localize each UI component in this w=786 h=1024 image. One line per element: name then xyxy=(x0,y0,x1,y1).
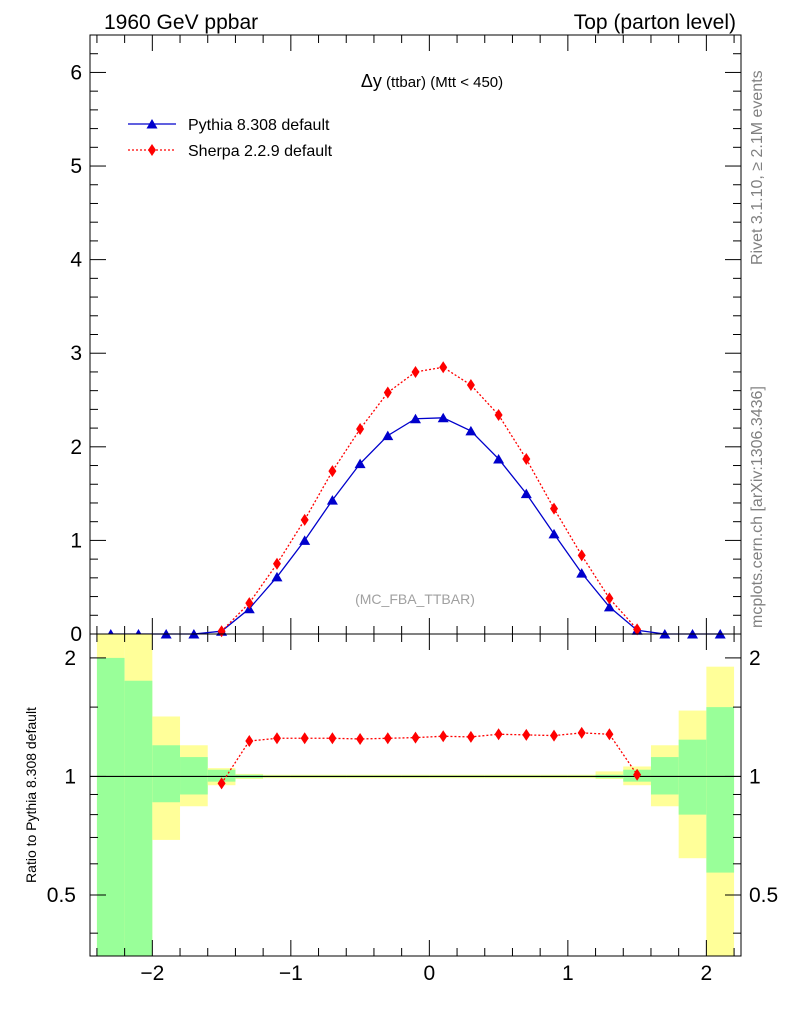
main-y-tick-label: 3 xyxy=(70,342,82,365)
pythia-point xyxy=(410,413,421,424)
sherpa-point xyxy=(272,557,281,570)
pythia-point xyxy=(493,453,505,464)
ratio-band-inner xyxy=(650,757,679,795)
ratio-uncertainty-bands xyxy=(96,634,735,956)
ratio-x-tick-label: −1 xyxy=(279,962,303,985)
rivet-label: Rivet 3.1.10, ≥ 2.1M events xyxy=(749,70,766,265)
sherpa-point xyxy=(577,549,586,562)
ratio-y-tick-label-right: 2 xyxy=(749,647,761,670)
ratio-x-tick-label: −2 xyxy=(140,962,164,985)
sherpa-point xyxy=(383,386,392,399)
sherpa-point xyxy=(633,623,642,636)
ratio-sherpa-point xyxy=(383,732,392,745)
main-y-tick-label: 6 xyxy=(70,61,82,84)
ratio-y-tick-label-left: 2 xyxy=(64,647,76,670)
ratio-band-inner xyxy=(96,657,125,956)
main-y-tick-label: 4 xyxy=(70,249,82,272)
sherpa-point xyxy=(300,513,309,526)
mcplots-label: mcplots.cern.ch [arXiv:1306.3436] xyxy=(749,386,766,628)
sherpa-point xyxy=(439,361,448,374)
sherpa-point xyxy=(522,452,531,465)
sherpa-point xyxy=(356,423,365,436)
sherpa-line xyxy=(221,366,638,632)
main-series-layer xyxy=(105,361,726,639)
pythia-point xyxy=(382,430,394,441)
ratio-band-inner xyxy=(678,739,707,815)
ratio-band-inner xyxy=(124,680,153,956)
plot-title: Δy (ttbar) (Mtt < 450) xyxy=(361,71,503,91)
ratio-x-tick-label: 1 xyxy=(562,962,574,985)
ratio-y-ticks: 0.5 0.5 1 1 2 2 xyxy=(47,647,778,934)
ratio-y-tick-label-right: 1 xyxy=(749,765,761,788)
ratio-sherpa-point xyxy=(633,768,642,781)
ratio-series-layer xyxy=(217,726,642,790)
ratio-band-inner xyxy=(706,707,735,873)
ratio-y-axis-label: Ratio to Pythia 8.308 default xyxy=(23,707,39,883)
sherpa-point xyxy=(328,465,337,478)
pythia-point xyxy=(299,535,311,545)
legend-sherpa-marker xyxy=(148,144,156,156)
header-left: 1960 GeV ppbar xyxy=(104,11,258,34)
main-x-ticks xyxy=(96,35,735,634)
ratio-y-tick-label-left: 1 xyxy=(64,765,76,788)
ratio-sherpa-point xyxy=(300,732,309,745)
pythia-point xyxy=(576,568,588,578)
ratio-sherpa-point xyxy=(439,730,448,743)
ratio-band-inner xyxy=(180,757,208,795)
ratio-sherpa-point xyxy=(494,728,503,741)
ratio-plot-panel: 0.5 0.5 1 1 2 2 −2 −1 0 1 2 Ratio to Pythia 8.308… xyxy=(23,633,778,985)
ratio-plot-frame xyxy=(89,633,742,957)
ratio-sherpa-point xyxy=(522,728,531,741)
pythia-point xyxy=(437,412,449,423)
main-y-tick-label: 0 xyxy=(70,623,82,646)
ratio-sherpa-point xyxy=(550,729,559,742)
sherpa-point xyxy=(411,365,420,378)
main-y-ticks: 0 1 2 3 4 5 6 xyxy=(70,34,741,646)
main-plot-panel: 0 1 2 3 4 5 6 Δy (ttbar) (Mtt < 450) (MC_FBA_T… xyxy=(70,34,742,646)
ratio-sherpa-line xyxy=(221,732,638,784)
ratio-sherpa-point xyxy=(328,732,337,745)
title-rest: (ttbar) (Mtt < 450) xyxy=(382,74,503,91)
pythia-point xyxy=(548,528,560,539)
title-symbol: Δy xyxy=(361,71,382,91)
legend-sherpa-label: Sherpa 2.2.9 default xyxy=(188,143,333,160)
legend: Pythia 8.308 default Sherpa 2.2.9 defaul… xyxy=(128,117,333,160)
pythia-point xyxy=(465,425,477,436)
ratio-y-tick-label-left: 0.5 xyxy=(47,884,76,907)
ratio-band-inner xyxy=(207,769,236,782)
ratio-sherpa-point xyxy=(577,726,586,739)
pythia-point xyxy=(354,458,366,469)
ratio-sherpa-point xyxy=(466,730,475,743)
pythia-point xyxy=(603,601,615,612)
ratio-sherpa-point xyxy=(245,735,254,748)
main-y-tick-label: 2 xyxy=(70,436,82,459)
pythia-point xyxy=(271,571,283,582)
sherpa-point xyxy=(494,408,503,421)
pythia-point xyxy=(520,488,532,499)
ratio-sherpa-point xyxy=(272,732,281,745)
analysis-watermark: (MC_FBA_TTBAR) xyxy=(355,591,475,607)
ratio-sherpa-point xyxy=(605,728,614,741)
main-y-tick-label: 5 xyxy=(70,155,82,178)
main-y-tick-label: 1 xyxy=(70,529,82,552)
ratio-y-tick-label-right: 0.5 xyxy=(749,884,778,907)
sherpa-point xyxy=(245,597,254,610)
ratio-x-ticks: −2 −1 0 1 2 xyxy=(96,634,735,985)
legend-pythia-marker xyxy=(146,119,158,129)
sherpa-point xyxy=(550,502,559,515)
legend-pythia-label: Pythia 8.308 default xyxy=(188,117,330,134)
ratio-x-tick-label: 0 xyxy=(424,962,436,985)
ratio-sherpa-point xyxy=(217,777,226,790)
header-right: Top (parton level) xyxy=(574,11,736,34)
ratio-x-tick-label: 2 xyxy=(701,962,713,985)
pythia-point xyxy=(326,495,338,505)
sherpa-point xyxy=(466,379,475,392)
ratio-sherpa-point xyxy=(356,732,365,745)
sherpa-point xyxy=(605,592,614,605)
ratio-band-inner xyxy=(152,745,181,803)
ratio-sherpa-point xyxy=(411,731,420,744)
